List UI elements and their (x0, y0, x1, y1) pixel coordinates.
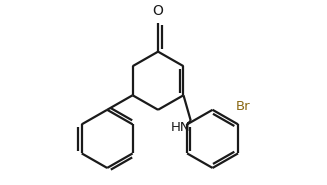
Text: HN: HN (171, 121, 191, 134)
Text: Br: Br (236, 100, 251, 113)
Text: O: O (153, 4, 164, 18)
